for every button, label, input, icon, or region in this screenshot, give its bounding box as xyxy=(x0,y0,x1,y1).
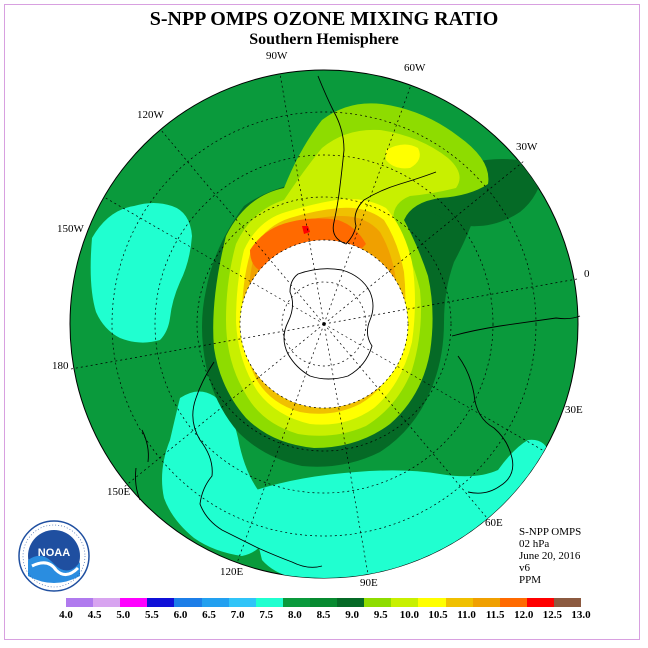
colorbar-ticks: 4.0 4.5 5.0 5.5 6.0 6.5 7.0 7.5 8.0 8.5 9.0 9.5 10.0… xyxy=(0,609,648,623)
colorbar-tick-label: 12.0 xyxy=(514,609,534,621)
figure-frame xyxy=(4,4,640,640)
colorbar-tick-label: 8.0 xyxy=(288,609,302,621)
colorbar-tick-label: 9.0 xyxy=(345,609,359,621)
lon-label-30w: 30W xyxy=(516,141,538,153)
colorbar-swatch xyxy=(472,598,500,607)
colorbar-swatch xyxy=(309,598,338,607)
colorbar-tick-label: 12.5 xyxy=(542,609,562,621)
info-units: PPM xyxy=(519,574,542,586)
south-pole-marker xyxy=(322,322,326,326)
colorbar-tick-label: 8.5 xyxy=(316,609,331,621)
lon-label-60w: 60W xyxy=(404,62,426,74)
colorbar-swatch xyxy=(337,598,365,607)
lon-label-90w: 90W xyxy=(266,50,288,62)
colorbar xyxy=(66,598,582,607)
lon-label-120e: 120E xyxy=(220,566,244,578)
noaa-logo-text: NOAA xyxy=(38,547,70,559)
info-block: S-NPP OMPS 02 hPa June 20, 2016 v6 PPM xyxy=(519,526,581,586)
ozone-region-low-west xyxy=(90,203,192,343)
colorbar-swatch xyxy=(93,598,121,607)
colorbar-swatch xyxy=(526,598,554,607)
graticule xyxy=(70,73,578,575)
info-instrument: S-NPP OMPS xyxy=(519,526,582,538)
colorbar-swatch xyxy=(228,598,256,607)
colorbar-tick-label: 10.5 xyxy=(428,609,448,621)
colorbar-swatch xyxy=(499,598,527,607)
colorbar-swatch xyxy=(418,598,446,607)
colorbar-tick-label: 5.0 xyxy=(116,609,131,621)
ozone-region-10-5-north xyxy=(386,144,420,169)
colorbar-tick-label: 4.0 xyxy=(59,609,73,621)
coastline-south-america xyxy=(317,75,437,245)
colorbar-swatch xyxy=(364,598,392,607)
colorbar-tick-label: 11.0 xyxy=(457,609,476,621)
colorbar-tick-label: 4.5 xyxy=(87,609,102,621)
lon-label-180: 180 xyxy=(52,360,69,372)
colorbar-tick-label: 7.5 xyxy=(259,609,274,621)
colorbar-tick-label: 6.0 xyxy=(173,609,188,621)
colorbar-swatch xyxy=(147,598,175,607)
colorbar-tick-label: 7.0 xyxy=(230,609,245,621)
coastline-new-zealand xyxy=(135,429,149,501)
colorbar-tick-label: 6.5 xyxy=(202,609,216,621)
colorbar-swatch xyxy=(120,598,148,607)
map-subtitle: Southern Hemisphere xyxy=(249,31,399,48)
ozone-region-12-5 xyxy=(302,226,310,234)
coastline-australia xyxy=(192,361,323,568)
map-title: S-NPP OMPS OZONE MIXING RATIO xyxy=(149,8,499,30)
colorbar-swatch xyxy=(255,598,283,607)
colorbar-swatch xyxy=(391,598,419,607)
info-level: 02 hPa xyxy=(519,538,550,550)
colorbar-tick-label: 10.0 xyxy=(399,609,419,621)
coastline-africa xyxy=(451,315,581,494)
colorbar-tick-label: 9.5 xyxy=(373,609,388,621)
colorbar-swatch xyxy=(282,598,310,607)
lon-label-60e: 60E xyxy=(485,517,503,529)
lon-label-120w: 120W xyxy=(137,109,164,121)
info-date: June 20, 2016 xyxy=(519,550,581,562)
colorbar-swatch xyxy=(201,598,229,607)
colorbar-tick-label: 11.5 xyxy=(485,609,505,621)
lon-label-0: 0 xyxy=(584,268,590,280)
coastlines xyxy=(135,75,581,568)
lon-label-90e: 90E xyxy=(360,577,378,589)
coastline-antarctica xyxy=(283,268,374,380)
colorbar-tick-label: 5.5 xyxy=(144,609,159,621)
lon-label-150e: 150E xyxy=(107,486,131,498)
info-version: v6 xyxy=(519,562,530,574)
colorbar-swatch xyxy=(174,598,202,607)
lon-label-150w: 150W xyxy=(57,223,84,235)
lon-label-30e: 30E xyxy=(565,404,583,416)
colorbar-swatch xyxy=(66,598,94,607)
noaa-logo: NOAA xyxy=(18,520,90,592)
colorbar-tick-label: 13.0 xyxy=(571,609,591,621)
colorbar-swatch xyxy=(445,598,473,607)
colorbar-swatch xyxy=(553,598,582,607)
ozone-region-low-southwest xyxy=(162,391,269,556)
